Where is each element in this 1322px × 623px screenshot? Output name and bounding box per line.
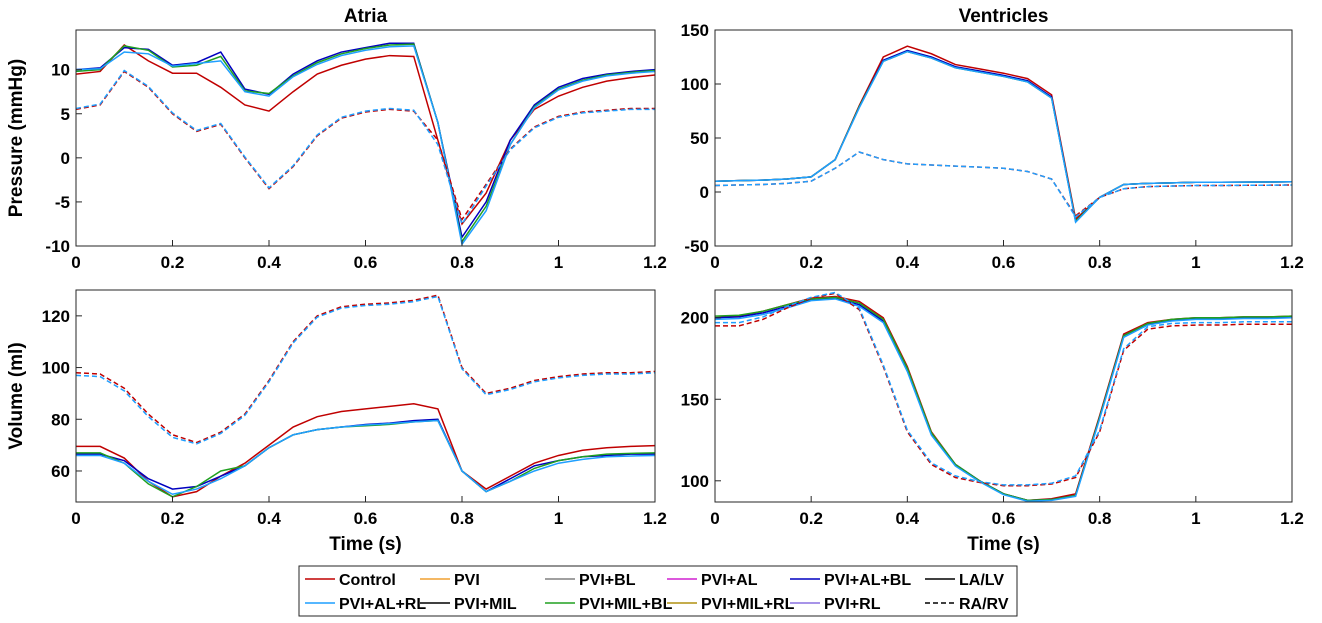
legend-label: PVI+MIL+RL bbox=[701, 596, 795, 613]
x-tick-label: 0.6 bbox=[992, 509, 1016, 528]
x-tick-label: 0.4 bbox=[896, 253, 920, 272]
x-tick-label: 0.4 bbox=[257, 253, 281, 272]
legend-label: PVI+MIL bbox=[454, 596, 517, 613]
legend-label: PVI+AL bbox=[701, 572, 758, 589]
x-tick-label: 1 bbox=[1191, 509, 1200, 528]
series-line bbox=[76, 419, 655, 496]
x-axis-label: Time (s) bbox=[329, 534, 402, 555]
axes-box bbox=[714, 289, 1293, 503]
y-tick-label: 100 bbox=[681, 75, 709, 94]
series-line bbox=[76, 44, 655, 226]
panel-title: Ventricles bbox=[959, 6, 1049, 27]
y-tick-label: 60 bbox=[51, 462, 70, 481]
y-tick-label: 200 bbox=[681, 309, 709, 328]
y-tick-label: 5 bbox=[61, 105, 70, 124]
x-tick-label: 0 bbox=[710, 253, 719, 272]
legend-label: PVI+AL+RL bbox=[339, 596, 426, 613]
y-tick-label: 0 bbox=[700, 183, 709, 202]
axes-box bbox=[75, 289, 656, 503]
legend-label: RA/RV bbox=[959, 596, 1009, 613]
x-tick-label: 0.2 bbox=[161, 253, 185, 272]
legend-label: PVI bbox=[454, 572, 480, 589]
series-line bbox=[715, 151, 1292, 218]
legend-label: PVI+MIL+BL bbox=[579, 596, 673, 613]
legend-label: PVI+BL bbox=[579, 572, 636, 589]
y-tick-label: 100 bbox=[681, 472, 709, 491]
series-line bbox=[715, 296, 1292, 502]
legend-label: PVI+AL+BL bbox=[824, 572, 911, 589]
x-tick-label: 1.2 bbox=[643, 253, 667, 272]
series-line bbox=[76, 70, 655, 222]
x-tick-label: 0.6 bbox=[992, 253, 1016, 272]
x-tick-label: 0.4 bbox=[896, 509, 920, 528]
y-tick-label: -5 bbox=[55, 193, 70, 212]
series-line bbox=[715, 298, 1292, 502]
x-axis-label: Time (s) bbox=[967, 534, 1040, 555]
y-tick-label: 10 bbox=[51, 61, 70, 80]
x-tick-label: 1 bbox=[1191, 253, 1200, 272]
legend-label: Control bbox=[339, 572, 396, 589]
y-axis-label: Pressure (mmHg) bbox=[6, 59, 27, 217]
y-tick-label: -50 bbox=[684, 237, 709, 256]
x-tick-label: 0 bbox=[71, 509, 80, 528]
x-tick-label: 1 bbox=[554, 253, 563, 272]
series-line bbox=[76, 294, 655, 444]
y-tick-label: 0 bbox=[61, 149, 70, 168]
series-line bbox=[76, 42, 655, 240]
x-tick-label: 0.2 bbox=[799, 253, 823, 272]
series-line bbox=[715, 45, 1292, 221]
series-line bbox=[76, 418, 655, 493]
x-tick-label: 1.2 bbox=[1280, 509, 1304, 528]
x-tick-label: 0.8 bbox=[1088, 509, 1112, 528]
y-axis-label: Volume (ml) bbox=[6, 342, 27, 449]
x-tick-label: 0.8 bbox=[450, 509, 474, 528]
x-tick-label: 0.2 bbox=[161, 509, 185, 528]
x-tick-label: 0.2 bbox=[799, 509, 823, 528]
x-tick-label: 0 bbox=[710, 509, 719, 528]
x-tick-label: 0 bbox=[71, 253, 80, 272]
y-tick-label: 50 bbox=[690, 129, 709, 148]
series-line bbox=[715, 292, 1292, 487]
series-line bbox=[76, 43, 655, 244]
y-tick-label: 150 bbox=[681, 21, 709, 40]
x-tick-label: 0.6 bbox=[354, 509, 378, 528]
axes-box bbox=[75, 29, 656, 247]
y-tick-label: 150 bbox=[681, 390, 709, 409]
series-line bbox=[76, 295, 655, 445]
legend-box bbox=[298, 565, 1018, 617]
series-line bbox=[715, 297, 1292, 502]
series-line bbox=[76, 69, 655, 226]
x-tick-label: 0.4 bbox=[257, 509, 281, 528]
x-tick-label: 1.2 bbox=[643, 509, 667, 528]
series-line bbox=[76, 45, 655, 246]
y-tick-label: 80 bbox=[51, 410, 70, 429]
x-tick-label: 1.2 bbox=[1280, 253, 1304, 272]
legend-label: PVI+RL bbox=[824, 596, 881, 613]
series-line bbox=[715, 291, 1292, 486]
x-tick-label: 1 bbox=[554, 509, 563, 528]
panel-title: Atria bbox=[344, 6, 388, 27]
series-line bbox=[76, 402, 655, 498]
series-line bbox=[715, 151, 1292, 217]
y-tick-label: 100 bbox=[42, 359, 70, 378]
axes-box bbox=[714, 29, 1293, 247]
x-tick-label: 0.8 bbox=[450, 253, 474, 272]
series-line bbox=[715, 295, 1292, 502]
y-tick-label: -10 bbox=[45, 237, 70, 256]
legend-label: LA/LV bbox=[959, 572, 1004, 589]
x-tick-label: 0.6 bbox=[354, 253, 378, 272]
series-line bbox=[715, 50, 1292, 224]
x-tick-label: 0.8 bbox=[1088, 253, 1112, 272]
y-tick-label: 120 bbox=[42, 307, 70, 326]
